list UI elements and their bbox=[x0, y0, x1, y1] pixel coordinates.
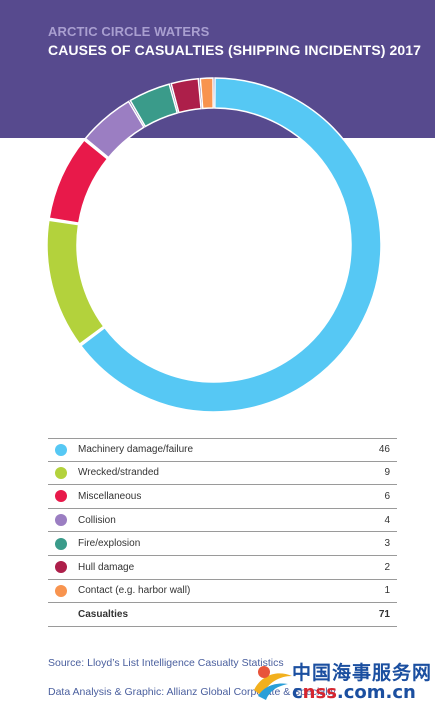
legend-row-machinery: Machinery damage/failure 46 bbox=[48, 438, 397, 462]
legend-value-machinery: 46 bbox=[378, 444, 390, 456]
legend-row-fire: Fire/explosion 3 bbox=[48, 532, 397, 556]
legend-swatch-contact bbox=[55, 584, 67, 597]
legend-swatch-miscellaneous bbox=[55, 490, 67, 503]
donut-chart bbox=[46, 77, 382, 413]
legend-value-wrecked: 9 bbox=[384, 467, 390, 479]
legend-label-wrecked: Wrecked/stranded bbox=[78, 467, 159, 479]
site-watermark: 中国海事服务网 cnss.com.cn bbox=[248, 650, 435, 708]
donut-slice-hull-damage bbox=[170, 77, 202, 114]
donut-slice-wrecked-stranded bbox=[46, 219, 105, 346]
legend-label-hull: Hull damage bbox=[78, 561, 135, 573]
legend-row-wrecked: Wrecked/stranded 9 bbox=[48, 462, 397, 486]
legend-swatch-machinery bbox=[55, 443, 67, 456]
legend-label-contact: Contact (e.g. harbor wall) bbox=[78, 585, 191, 597]
donut-slice-contact-e-g-harbor-wall bbox=[199, 77, 214, 110]
legend-total-label: Casualties bbox=[78, 608, 129, 620]
legend-swatch-collision bbox=[55, 514, 67, 527]
legend-value-collision: 4 bbox=[384, 514, 390, 526]
legend-row-contact: Contact (e.g. harbor wall) 1 bbox=[48, 580, 397, 604]
source-note: Source: Lloyd’s List Intelligence Casual… bbox=[48, 657, 284, 669]
watermark-url-prefix: c bbox=[292, 682, 303, 703]
watermark-url-mid: nss bbox=[302, 682, 337, 703]
legend-row-hull: Hull damage 2 bbox=[48, 556, 397, 580]
donut-slice-collision bbox=[84, 100, 145, 159]
legend-label-fire: Fire/explosion bbox=[78, 538, 141, 550]
legend-value-fire: 3 bbox=[384, 538, 390, 550]
legend-swatch-wrecked bbox=[55, 466, 67, 479]
legend-label-miscellaneous: Miscellaneous bbox=[78, 490, 142, 502]
legend-swatch-fire bbox=[55, 537, 67, 550]
header-band bbox=[0, 0, 435, 138]
legend-label-collision: Collision bbox=[78, 514, 116, 526]
legend-total-value: 71 bbox=[378, 608, 390, 620]
watermark-cn-text: 中国海事服务网 bbox=[292, 662, 433, 684]
donut-slice-miscellaneous bbox=[48, 138, 109, 224]
legend-table: Machinery damage/failure 46 Wrecked/stra… bbox=[48, 438, 397, 627]
cnss-logo-icon bbox=[254, 666, 292, 700]
legend-row-total: Casualties 71 bbox=[48, 603, 397, 627]
legend-value-contact: 1 bbox=[384, 585, 390, 597]
legend-label-machinery: Machinery damage/failure bbox=[78, 444, 194, 456]
chart-kicker: ARCTIC CIRCLE WATERS bbox=[48, 24, 210, 39]
legend-value-miscellaneous: 6 bbox=[384, 490, 390, 502]
legend-row-collision: Collision 4 bbox=[48, 509, 397, 533]
legend-value-hull: 2 bbox=[384, 561, 390, 573]
watermark-url: cnss.com.cn bbox=[292, 682, 416, 703]
donut-slice-fire-explosion bbox=[129, 83, 179, 128]
chart-title: CAUSES OF CASUALTIES (SHIPPING INCIDENTS… bbox=[48, 42, 422, 58]
legend-row-miscellaneous: Miscellaneous 6 bbox=[48, 485, 397, 509]
donut-slice-machinery-damage-failure bbox=[79, 77, 382, 413]
legend-swatch-hull bbox=[55, 561, 67, 574]
watermark-url-suffix: .com.cn bbox=[336, 682, 416, 703]
